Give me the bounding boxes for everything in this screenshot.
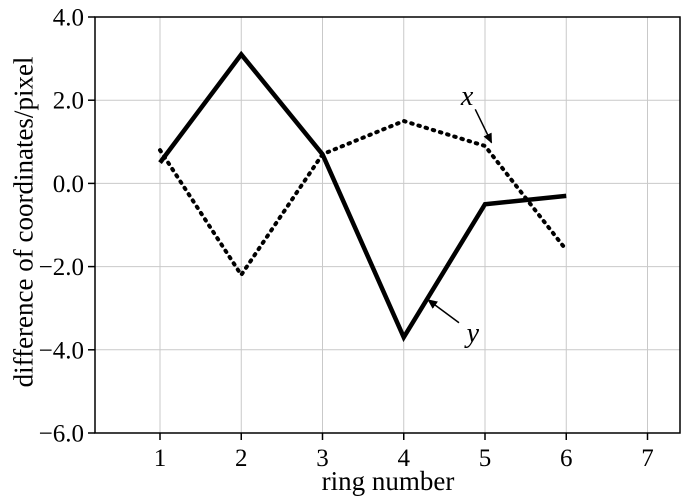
annotation-arrow-x [474, 109, 493, 144]
y-tick-label: 4.0 [53, 5, 84, 32]
annotation-arrow-y [427, 299, 460, 324]
x-tick-label: 1 [154, 445, 167, 472]
plot-border [94, 16, 681, 434]
x-tick-label: 5 [479, 445, 492, 472]
y-tick-label: 0.0 [53, 171, 84, 198]
y-axis-title: difference of coordinates/pixel [8, 56, 39, 388]
y-tick-label: 2.0 [53, 88, 84, 115]
x-tick-label: 6 [560, 445, 573, 472]
annotation-label-x: x [460, 81, 474, 112]
y-tick-label: −6.0 [39, 421, 84, 448]
x-tick-label: 4 [398, 445, 411, 472]
x-tick-label: 7 [641, 445, 654, 472]
x-tick-label: 2 [235, 445, 248, 472]
y-tick-label: −2.0 [39, 254, 84, 281]
y-tick-label: −4.0 [39, 337, 84, 364]
x-axis-title: ring number [321, 466, 455, 496]
annotation-label-y: y [464, 318, 480, 349]
x-tick-label: 3 [316, 445, 329, 472]
series-y-line [158, 50, 567, 343]
series-x-line [158, 118, 569, 279]
